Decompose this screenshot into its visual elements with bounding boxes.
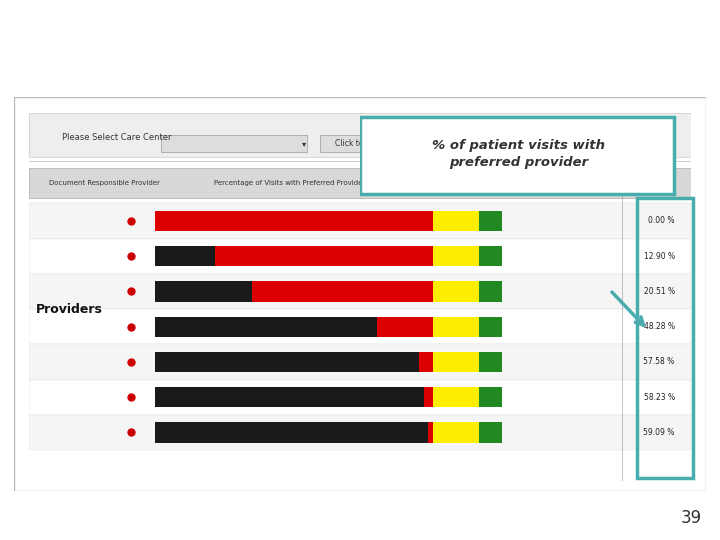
FancyBboxPatch shape	[29, 274, 691, 309]
Bar	[480, 316, 503, 337]
FancyBboxPatch shape	[161, 136, 307, 152]
FancyBboxPatch shape	[29, 380, 691, 415]
Text: Click to Filter: Click to Filter	[335, 139, 385, 148]
Text: ▾: ▾	[302, 139, 306, 148]
Bar	[433, 422, 480, 443]
Bar	[155, 352, 433, 372]
Text: 57.58 %: 57.58 %	[644, 357, 675, 367]
FancyBboxPatch shape	[29, 204, 691, 239]
FancyArrowPatch shape	[612, 292, 644, 325]
FancyBboxPatch shape	[14, 97, 706, 491]
FancyBboxPatch shape	[320, 136, 400, 152]
Text: patient visits: patient visits	[277, 66, 443, 86]
Bar	[155, 246, 215, 266]
FancyBboxPatch shape	[29, 168, 691, 198]
Bar	[155, 316, 377, 337]
Bar	[155, 422, 428, 443]
Bar	[433, 387, 480, 408]
Text: NCQA: NCQA	[28, 507, 73, 520]
Bar	[433, 281, 480, 302]
Text: 48.28 %: 48.28 %	[644, 322, 675, 331]
FancyBboxPatch shape	[29, 309, 691, 345]
Bar	[480, 387, 503, 408]
Bar	[637, 198, 693, 478]
FancyBboxPatch shape	[29, 415, 691, 450]
Text: PCMH 2A, Factor 2: Example of monitoring: PCMH 2A, Factor 2: Example of monitoring	[93, 24, 627, 44]
FancyBboxPatch shape	[29, 113, 691, 158]
Text: Please Select Care Center: Please Select Care Center	[62, 133, 171, 142]
FancyBboxPatch shape	[360, 117, 674, 194]
Text: Percentage of Visits with Preferred Provider: Percentage of Visits with Preferred Prov…	[215, 180, 366, 186]
FancyBboxPatch shape	[29, 239, 691, 274]
FancyBboxPatch shape	[29, 345, 691, 380]
Bar	[480, 246, 503, 266]
Bar	[155, 246, 433, 266]
Text: 12.90 %: 12.90 %	[644, 252, 675, 261]
Bar	[433, 316, 480, 337]
Bar	[155, 281, 433, 302]
Text: 20.51 %: 20.51 %	[644, 287, 675, 296]
Text: 0.00 %: 0.00 %	[648, 217, 675, 226]
Text: 59.09 %: 59.09 %	[643, 428, 675, 437]
Bar	[155, 352, 419, 372]
Bar	[155, 422, 433, 443]
Bar	[433, 246, 480, 266]
Bar	[155, 281, 252, 302]
Bar	[433, 211, 480, 231]
Bar	[155, 387, 423, 408]
Text: 58.23 %: 58.23 %	[644, 393, 675, 402]
Bar	[480, 422, 503, 443]
Text: Providers: Providers	[35, 302, 102, 315]
Bar	[155, 387, 433, 408]
Text: Pursuing quality
improving health care: Pursuing quality improving health care	[16, 525, 85, 536]
Text: % of patient visits with
preferred provider: % of patient visits with preferred provi…	[432, 139, 605, 168]
Text: Document Responsible Provider: Document Responsible Provider	[49, 180, 160, 186]
Bar	[480, 281, 503, 302]
Text: Percent: Percent	[639, 179, 668, 188]
Bar	[155, 211, 433, 231]
Text: 39: 39	[680, 509, 702, 527]
Bar	[480, 211, 503, 231]
Bar	[155, 316, 433, 337]
Bar	[433, 352, 480, 372]
Bar	[480, 352, 503, 372]
